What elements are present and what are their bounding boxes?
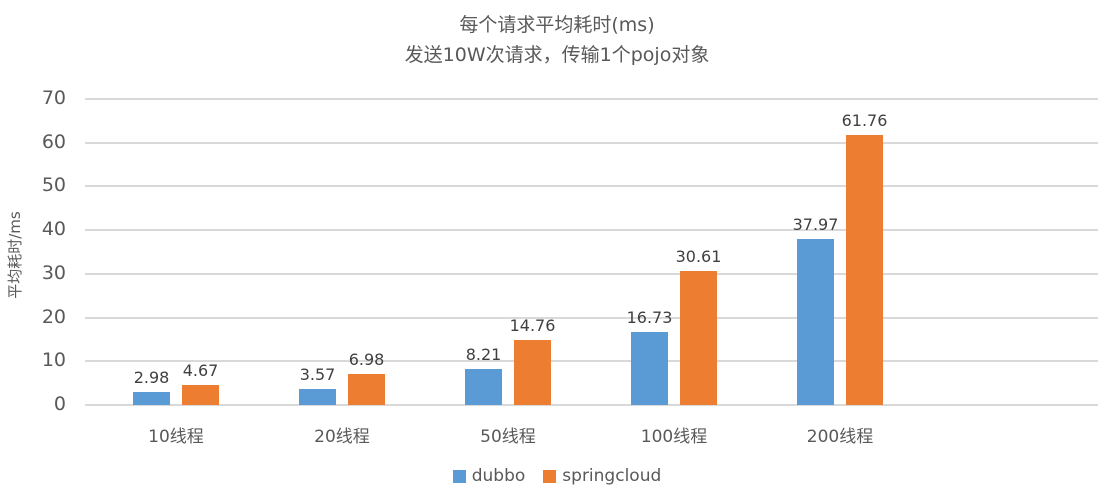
- legend-item-springcloud: springcloud: [543, 466, 661, 486]
- data-label: 14.76: [509, 316, 556, 336]
- data-label: 37.97: [792, 215, 839, 235]
- data-label: 4.67: [182, 360, 219, 380]
- bar-dubbo: [465, 369, 502, 405]
- legend: dubbo springcloud: [0, 466, 1114, 486]
- bar-springcloud: [182, 384, 219, 405]
- y-tick-label: 20: [41, 305, 66, 328]
- legend-swatch-dubbo-icon: [452, 469, 466, 483]
- x-tick-label: 10线程: [148, 427, 204, 447]
- bar-springcloud: [846, 135, 883, 405]
- legend-item-dubbo: dubbo: [452, 466, 526, 486]
- gridline: [85, 404, 1098, 406]
- x-tick-label: 200线程: [806, 427, 874, 447]
- bar-springcloud: [680, 271, 717, 405]
- gridline: [85, 272, 1098, 275]
- data-label: 2.98: [133, 367, 170, 387]
- legend-swatch-springcloud-icon: [543, 469, 557, 483]
- bar-springcloud: [348, 374, 385, 405]
- data-label: 6.98: [348, 350, 385, 370]
- bar-dubbo: [133, 391, 170, 405]
- data-label: 8.21: [465, 345, 502, 365]
- bar-dubbo: [631, 331, 668, 405]
- x-tick-label: 100线程: [640, 427, 708, 447]
- x-tick-label: 20线程: [314, 427, 370, 447]
- bar-dubbo: [299, 389, 336, 405]
- bar-dubbo: [797, 239, 834, 405]
- gridline: [85, 316, 1098, 319]
- data-label: 16.73: [626, 307, 673, 327]
- y-tick-label: 60: [41, 130, 66, 153]
- y-axis-label: 平均耗时/ms: [6, 211, 24, 299]
- gridline: [85, 229, 1098, 232]
- x-tick-label: 50线程: [480, 427, 536, 447]
- gridline: [85, 360, 1098, 363]
- gridline: [85, 98, 1098, 100]
- data-label: 61.76: [841, 111, 888, 131]
- legend-label-springcloud: springcloud: [562, 466, 662, 486]
- y-tick-label: 0: [53, 393, 66, 415]
- bar-springcloud: [514, 340, 551, 405]
- chart-title: 每个请求平均耗时(ms): [459, 14, 655, 36]
- chart-subtitle: 发送10W次请求，传输1个pojo对象: [404, 44, 710, 66]
- y-tick-label: 30: [41, 261, 66, 284]
- y-tick-label: 70: [41, 87, 66, 109]
- gridline: [85, 185, 1098, 188]
- gridline: [85, 141, 1098, 144]
- legend-label-dubbo: dubbo: [471, 466, 526, 486]
- y-tick-label: 40: [41, 218, 66, 241]
- data-label: 3.57: [299, 365, 336, 385]
- data-label: 30.61: [675, 247, 722, 267]
- y-tick-label: 10: [41, 349, 66, 372]
- y-tick-label: 50: [41, 174, 66, 197]
